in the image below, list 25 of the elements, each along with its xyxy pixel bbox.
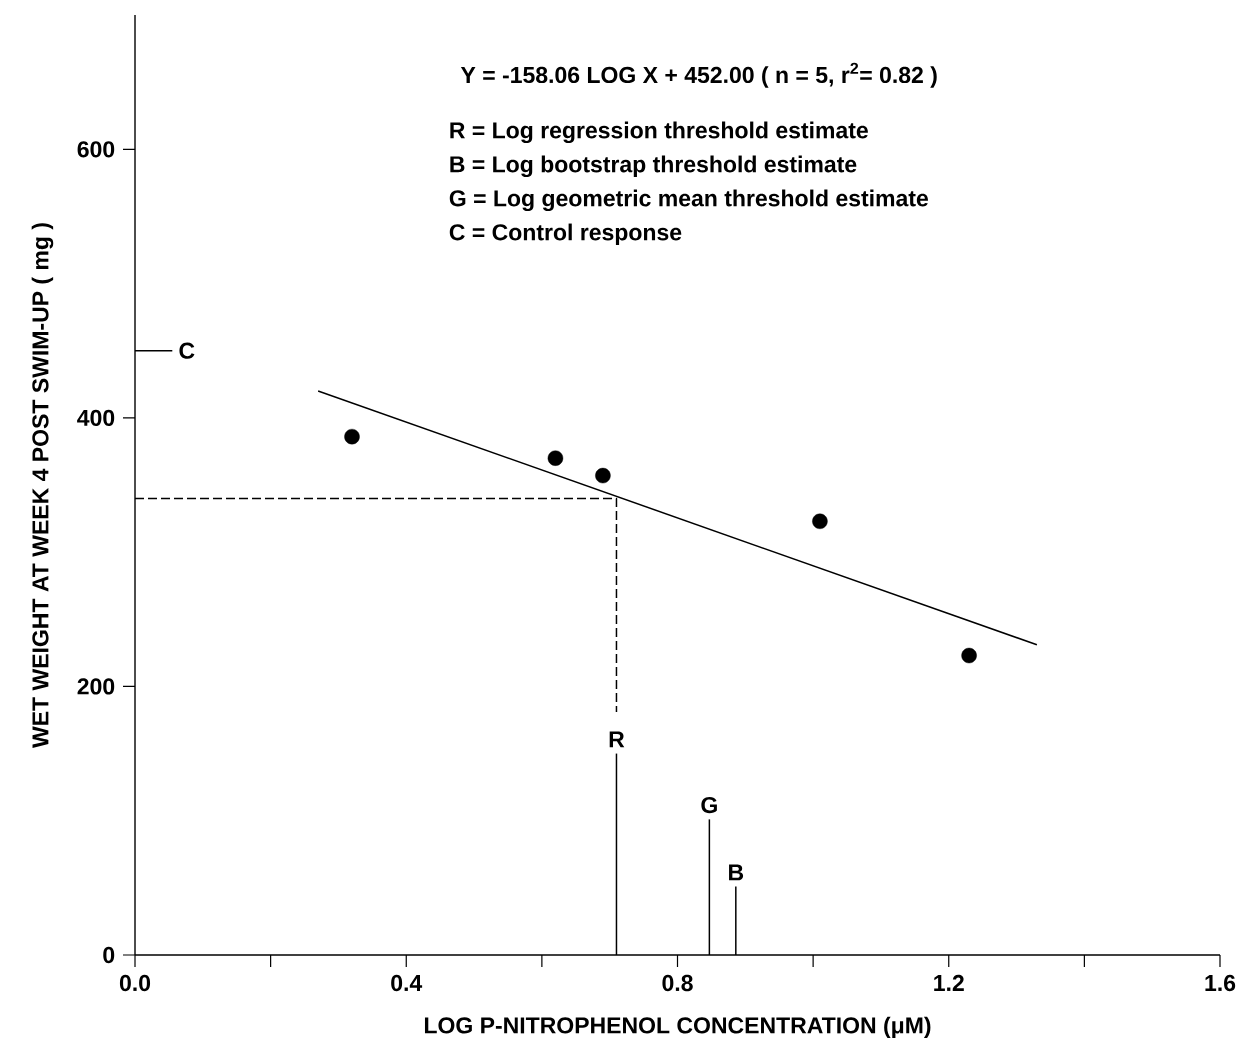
point (961, 647, 977, 664)
point (595, 467, 611, 484)
x-axis-title: LOG P-NITROPHENOL CONCENTRATION (μM) (424, 1016, 931, 1039)
annotation: B = Log bootstrap threshold estimate (450, 155, 857, 178)
series-label: B (729, 864, 744, 881)
x-tick-label: 1.2 (934, 974, 964, 991)
series-label: C (179, 342, 195, 359)
annotation: G = Log geometric mean threshold estimate (449, 189, 928, 212)
x-tick-label: 0.4 (391, 974, 423, 992)
series-label: R (609, 731, 625, 748)
annotation: R = Log regression threshold estimate (450, 121, 868, 144)
x-tick-label: 0.0 (119, 974, 151, 992)
y-axis-title: WET WEIGHT AT WEEK 4 POST SWIM-UP ( mg ) (31, 223, 54, 748)
x-tick-label: 0.8 (662, 974, 693, 992)
y-tick-label: 200 (77, 678, 115, 695)
y-tick-label: 400 (77, 409, 115, 426)
annotation: C = Control response (449, 223, 682, 245)
x-tick-label: 1.6 (1205, 974, 1236, 992)
y-tick-label: 0 (103, 946, 115, 964)
point (812, 513, 828, 529)
annotation: Y = -158.06 LOG X + 452.00 ( n = 5, r$^{2}$= 0.82 ) (460, 62, 937, 88)
y-tick-label: 600 (77, 141, 115, 158)
point (547, 450, 564, 466)
series-label: G (701, 796, 717, 814)
point (344, 428, 360, 445)
